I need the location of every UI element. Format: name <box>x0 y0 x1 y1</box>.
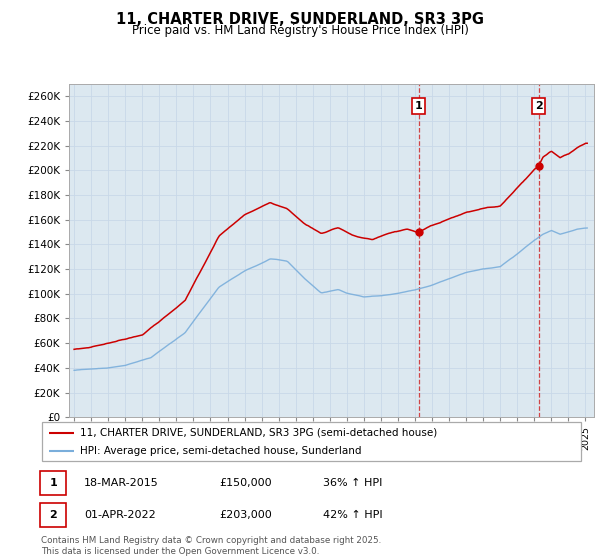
FancyBboxPatch shape <box>40 470 66 495</box>
Text: 42% ↑ HPI: 42% ↑ HPI <box>323 510 383 520</box>
Text: 36% ↑ HPI: 36% ↑ HPI <box>323 478 382 488</box>
FancyBboxPatch shape <box>42 422 581 461</box>
Text: 18-MAR-2015: 18-MAR-2015 <box>84 478 158 488</box>
Text: 11, CHARTER DRIVE, SUNDERLAND, SR3 3PG: 11, CHARTER DRIVE, SUNDERLAND, SR3 3PG <box>116 12 484 27</box>
Text: 2: 2 <box>49 510 57 520</box>
Text: Price paid vs. HM Land Registry's House Price Index (HPI): Price paid vs. HM Land Registry's House … <box>131 24 469 36</box>
Text: 1: 1 <box>415 101 422 111</box>
Text: 01-APR-2022: 01-APR-2022 <box>84 510 155 520</box>
FancyBboxPatch shape <box>40 503 66 528</box>
Text: HPI: Average price, semi-detached house, Sunderland: HPI: Average price, semi-detached house,… <box>80 446 361 456</box>
Text: 1: 1 <box>49 478 57 488</box>
Text: 11, CHARTER DRIVE, SUNDERLAND, SR3 3PG (semi-detached house): 11, CHARTER DRIVE, SUNDERLAND, SR3 3PG (… <box>80 428 437 437</box>
Text: 2: 2 <box>535 101 542 111</box>
Text: Contains HM Land Registry data © Crown copyright and database right 2025.
This d: Contains HM Land Registry data © Crown c… <box>41 536 381 556</box>
Text: £203,000: £203,000 <box>219 510 272 520</box>
Text: £150,000: £150,000 <box>219 478 272 488</box>
